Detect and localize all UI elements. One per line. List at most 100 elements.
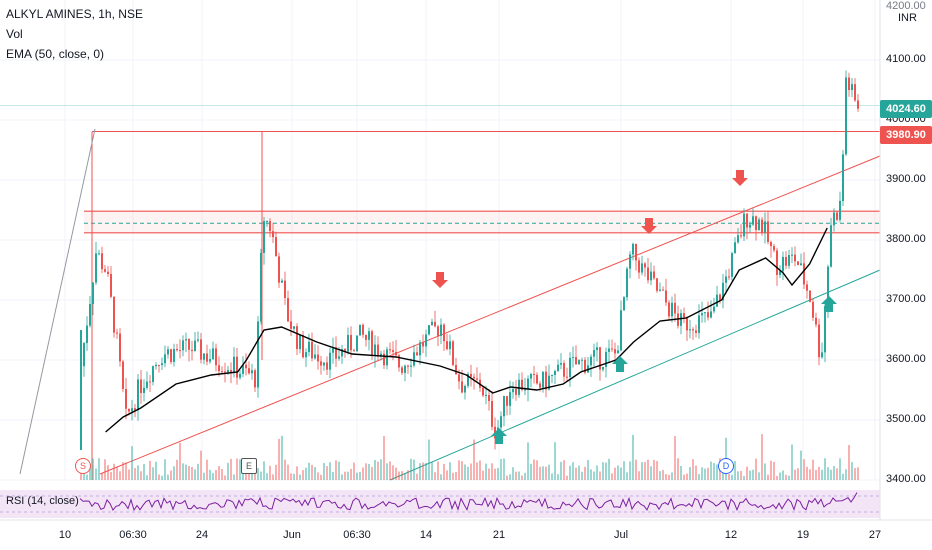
volume-bar [764,463,766,480]
candle-body [275,237,277,257]
candle-body [596,347,598,351]
candle-body [113,296,115,333]
candle-body [776,250,778,275]
volume-bar [452,472,454,480]
candle-body [719,294,721,301]
candle-body [581,359,583,361]
volume-bar [233,474,235,480]
volume-bar [545,466,547,480]
candle-body [641,263,643,273]
volume-bar [533,459,535,480]
candle-body [467,373,469,386]
volume-bar [746,466,748,480]
candle-body [125,388,127,409]
volume-bar [851,462,853,480]
earnings-marker[interactable]: E [241,458,257,474]
volume-bar [566,475,568,480]
candle-body [131,408,133,412]
volume-bar [608,458,610,480]
candle-body [806,284,808,291]
volume-bar [374,459,376,480]
candle-body [539,383,541,388]
volume-bar [182,463,184,480]
candle-body [509,392,511,406]
candle-body [527,378,529,390]
candle-body [767,221,769,243]
candle-body [254,370,256,388]
candle-body [155,364,157,367]
candle-body [563,363,565,377]
rsi-line [79,492,858,512]
candle-body [458,374,460,382]
candle-body [341,349,343,357]
volume-bar [590,469,592,480]
signal-arrows [432,170,837,444]
volume-bar [824,458,826,480]
candle-body [236,356,238,378]
volume-bar [473,439,475,480]
volume-bar [365,463,367,480]
candle-body [647,267,649,281]
down-arrow [432,272,448,288]
volume-bar [401,471,403,480]
volume-bar [389,461,391,480]
candle-body [743,213,745,237]
x-tick-label: 19 [796,529,810,541]
candle-body [740,235,742,237]
candle-body [203,353,205,360]
candle-body [215,348,217,366]
candle-body [842,154,844,201]
candle-body [410,365,412,367]
volume-bar [848,445,850,480]
candle-body [134,408,136,411]
candle-body [797,261,799,265]
candle-body [710,311,712,318]
candle-body [272,231,274,238]
volume-bar [689,467,691,480]
candle-body [791,254,793,256]
volume-bar [521,475,523,480]
volume-bar [347,471,349,480]
candle-body [644,263,646,268]
volume-bar [371,466,373,480]
volume-bar [569,465,571,480]
volume-bar [716,464,718,480]
dividend-marker[interactable]: D [718,458,734,474]
candle-body [485,394,487,396]
volume-bar [794,469,796,480]
volume-bar [296,466,298,480]
volume-bar [326,466,328,480]
volume-bar [767,474,769,480]
candle-body [725,276,727,283]
volume-bar [731,474,733,480]
volume-bar [623,461,625,480]
down-arrow [641,218,657,234]
split-marker[interactable]: S [75,458,91,474]
y-tick-label: 3600.00 [886,353,926,365]
volume-bar [854,468,856,480]
volume-bar [560,461,562,480]
volume-bar [149,460,151,480]
volume-bar [380,459,382,480]
candle-body [779,271,781,275]
candle-body [338,356,340,359]
candle-body [794,254,796,262]
candle-body [515,389,517,395]
candle-body [680,313,682,326]
candle-body [392,350,394,352]
candle-body [413,352,415,366]
candle-body [638,260,640,273]
volume-bar [506,475,508,480]
candle-body [701,313,703,316]
candle-body [239,373,241,378]
volume-bar [341,474,343,480]
candle-body [749,224,751,228]
volume-bar [779,472,781,480]
candle-body [824,306,826,353]
candle-body [446,341,448,350]
volume-bar [305,467,307,480]
volume-bar [617,465,619,480]
volume-bar [776,475,778,480]
volume-bar [554,442,556,480]
